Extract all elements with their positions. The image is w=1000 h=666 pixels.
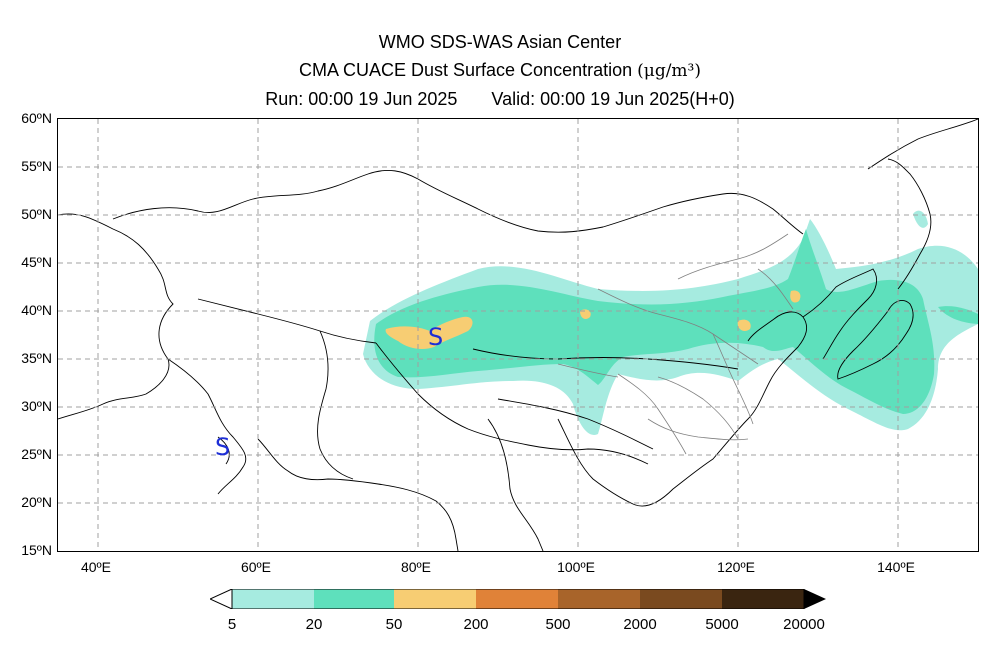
title-unit: (μg/m³) xyxy=(637,61,701,81)
colorbar-label-200: 200 xyxy=(463,616,489,633)
colorbar-label-20: 20 xyxy=(305,616,323,633)
lat-label-50: 50ºN xyxy=(21,206,52,222)
lat-label-45: 45ºN xyxy=(21,254,52,270)
colorbar-bin-50-200 xyxy=(394,589,476,609)
colorbar-bin-5-20 xyxy=(232,589,314,609)
coastlines xyxy=(58,119,978,551)
station-marker-s-2: S xyxy=(215,433,231,461)
lat-label-25: 25ºN xyxy=(21,446,52,462)
chart-titles: WMO SDS-WAS Asian Center CMA CUACE Dust … xyxy=(0,28,1000,113)
colorbar-label-20000: 20000 xyxy=(783,616,825,633)
colorbar-bin-200-500 xyxy=(476,589,558,609)
lat-label-15: 15ºN xyxy=(21,542,52,558)
colorbar-bin-500-2000 xyxy=(558,589,640,609)
title-line-3: Run: 00:00 19 Jun 2025 Valid: 00:00 19 Ju… xyxy=(0,85,1000,113)
province-lines xyxy=(557,233,794,455)
colorbar-bin-20-50 xyxy=(314,589,394,609)
colorbar-label-5000: 5000 xyxy=(705,616,739,633)
colorbar-label-5: 5 xyxy=(227,616,237,633)
lat-label-30: 30ºN xyxy=(21,398,52,414)
lat-label-20: 20ºN xyxy=(21,494,52,510)
lon-label-80: 80ºE xyxy=(400,559,432,575)
lat-label-35: 35ºN xyxy=(21,350,52,366)
colorbar-bin-2000-5000 xyxy=(640,589,722,609)
lon-label-60: 60ºE xyxy=(240,559,272,575)
lat-label-60: 60ºN xyxy=(21,110,52,126)
dust-map xyxy=(57,118,979,552)
title-line-2: CMA CUACE Dust Surface Concentration (μg… xyxy=(0,56,1000,85)
title-line-1: WMO SDS-WAS Asian Center xyxy=(378,32,622,52)
map-canvas xyxy=(58,119,978,551)
lon-label-40: 40ºE xyxy=(80,559,112,575)
lon-label-120: 120ºE xyxy=(717,559,755,575)
run-time: Run: 00:00 19 Jun 2025 xyxy=(265,89,458,109)
colorbar-high-arrow xyxy=(804,589,826,609)
colorbar-label-2000: 2000 xyxy=(623,616,657,633)
lon-label-100: 100ºE xyxy=(557,559,595,575)
title-main: CMA CUACE Dust Surface Concentration xyxy=(298,60,633,80)
colorbar-label-500: 500 xyxy=(545,616,571,633)
dust-shading-50-200 xyxy=(385,290,801,349)
lat-label-55: 55ºN xyxy=(21,158,52,174)
lon-label-140: 140ºE xyxy=(877,559,915,575)
colorbar-low-arrow xyxy=(210,589,233,609)
colorbar-bin-5000-20000 xyxy=(722,589,804,609)
station-marker-s-1: S xyxy=(428,323,444,351)
colorbar xyxy=(210,589,826,609)
graticule xyxy=(58,119,978,551)
colorbar-label-50: 50 xyxy=(385,616,403,633)
lat-label-40: 40ºN xyxy=(21,302,52,318)
valid-time: Valid: 00:00 19 Jun 2025(H+0) xyxy=(491,89,735,109)
